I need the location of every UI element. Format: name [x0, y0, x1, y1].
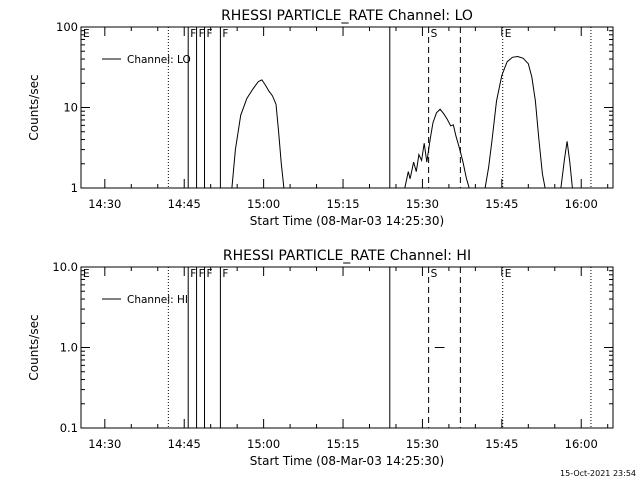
x-tick-label: 15:15: [326, 197, 359, 211]
event-marker-label: F: [222, 268, 228, 280]
event-marker-label: F: [207, 268, 213, 280]
x-tick-label: 16:00: [565, 197, 598, 211]
y-tick-label: 1.0: [60, 341, 78, 355]
x-tick-label: 15:30: [406, 437, 439, 451]
series-line-segment: [404, 108, 470, 189]
y-axis-label: Counts/sec: [27, 314, 41, 380]
x-tick-label: 15:00: [247, 197, 280, 211]
y-tick-label: 10: [63, 101, 78, 115]
event-marker-label: E: [505, 268, 512, 280]
corner-marker-label: E: [83, 268, 90, 280]
series-line-segment: [231, 79, 285, 189]
chart-title: RHESSI PARTICLE_RATE Channel: LO: [221, 8, 473, 24]
event-marker-label: S: [431, 28, 438, 40]
x-tick-label: 14:30: [88, 197, 121, 211]
event-marker-label: E: [505, 28, 512, 40]
lo-channel-panel: RHESSI PARTICLE_RATE Channel: LO Counts/s…: [27, 8, 614, 228]
y-tick-label: 1: [71, 181, 78, 195]
y-axis-label: Counts/sec: [27, 74, 41, 140]
y-tick-label: 0.1: [60, 421, 78, 435]
x-tick-label: 15:15: [326, 437, 359, 451]
hi-channel-panel: RHESSI PARTICLE_RATE Channel: HI Counts/s…: [27, 248, 614, 468]
event-marker-label: F: [190, 28, 196, 40]
legend-entry: Channel: HI: [127, 294, 188, 306]
x-tick-label: 14:45: [168, 197, 201, 211]
x-tick-label: 14:30: [88, 437, 121, 451]
series-line-segment: [560, 141, 573, 189]
event-marker-label: F: [222, 28, 228, 40]
x-axis-label: Start Time (08-Mar-03 14:25:30): [250, 214, 444, 228]
x-tick-label: 16:00: [565, 437, 598, 451]
series-line-segment: [484, 55, 546, 189]
chart-title: RHESSI PARTICLE_RATE Channel: HI: [223, 248, 471, 264]
corner-marker-label: E: [83, 28, 90, 40]
event-marker-label: F: [199, 28, 205, 40]
x-tick-label: 15:45: [485, 437, 518, 451]
generation-timestamp: 15-Oct-2021 23:54: [560, 469, 636, 478]
event-marker-label: F: [199, 268, 205, 280]
x-axis-label: Start Time (08-Mar-03 14:25:30): [250, 454, 444, 468]
event-marker-label: S: [431, 268, 438, 280]
x-tick-label: 15:00: [247, 437, 280, 451]
event-marker-label: F: [190, 268, 196, 280]
event-marker-label: F: [207, 28, 213, 40]
y-tick-label: 100: [56, 20, 78, 34]
y-tick-label: 10.0: [52, 260, 78, 274]
x-tick-label: 15:45: [485, 197, 518, 211]
legend-entry: Channel: LO: [127, 54, 191, 66]
x-tick-label: 14:45: [168, 437, 201, 451]
x-tick-label: 15:30: [406, 197, 439, 211]
